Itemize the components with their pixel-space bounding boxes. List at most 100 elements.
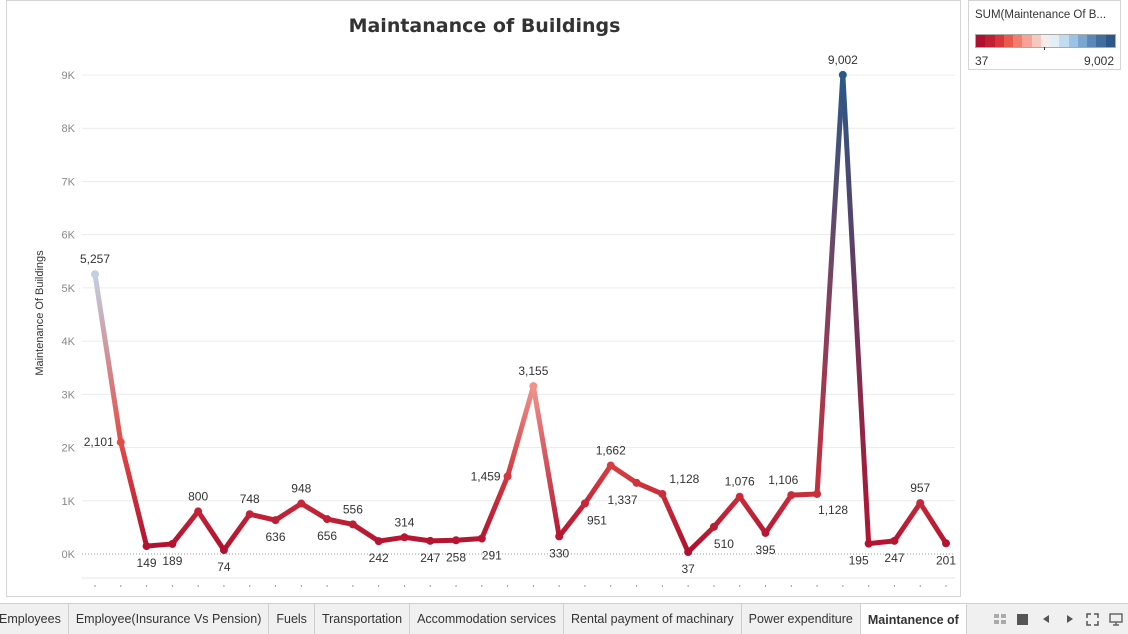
legend-max-label: 9,002 <box>1083 54 1114 68</box>
data-point <box>400 533 409 542</box>
legend-swatch <box>1077 35 1088 47</box>
data-point <box>580 499 589 508</box>
tab-fuels[interactable]: Fuels <box>269 604 315 634</box>
data-label: 149 <box>137 556 157 570</box>
data-label: 957 <box>910 481 930 495</box>
y-tick-label: 8K <box>62 123 76 135</box>
legend-swatch <box>1013 35 1023 47</box>
data-label: 291 <box>482 549 502 563</box>
y-tick-label: 0K <box>62 549 76 561</box>
fullscreen-icon[interactable] <box>1085 611 1101 627</box>
legend-swatch <box>994 35 1004 47</box>
data-label: 656 <box>317 529 337 543</box>
grid-view-icon[interactable] <box>992 611 1008 627</box>
y-tick-label: 4K <box>62 336 76 348</box>
series-line-segment <box>479 473 511 542</box>
series-line-segment <box>814 72 846 497</box>
data-point <box>116 438 125 447</box>
data-label: 1,128 <box>669 472 699 486</box>
data-point <box>452 536 461 545</box>
data-point <box>374 537 383 546</box>
data-label: 258 <box>446 550 466 564</box>
legend-swatch <box>985 35 995 47</box>
data-point <box>529 382 538 391</box>
data-label: 3,155 <box>518 364 548 378</box>
series-line-segment <box>92 271 124 445</box>
presentation-mode-icon[interactable] <box>1108 611 1124 627</box>
y-tick-label: 9K <box>62 70 76 82</box>
legend-swatch <box>1105 35 1115 47</box>
legend-swatch <box>1087 35 1097 47</box>
tab-rental-payment[interactable]: Rental payment of machinary <box>564 604 742 634</box>
y-tick-label: 1K <box>62 496 76 508</box>
series-line-segment <box>737 494 768 536</box>
data-point <box>245 510 254 519</box>
data-point <box>838 70 847 79</box>
tab-transportation[interactable]: Transportation <box>314 604 411 634</box>
data-label: 800 <box>188 489 208 503</box>
tab-employee-insurance-vs-pension[interactable]: Employee(Insurance Vs Pension) <box>68 604 270 634</box>
data-point <box>606 461 615 470</box>
data-point <box>709 522 718 531</box>
series-line-segment <box>530 383 562 539</box>
series-line-segment <box>762 492 794 536</box>
series-line-segment <box>608 463 640 486</box>
y-tick-label: 3K <box>62 389 76 401</box>
color-legend[interactable]: SUM(Maintenance Of B... 37 9,002 <box>968 0 1121 70</box>
data-point <box>348 520 357 529</box>
y-tick-label: 5K <box>62 283 76 295</box>
data-label: 636 <box>265 530 285 544</box>
y-tick-label: 7K <box>62 176 76 188</box>
series-line-segment <box>453 536 485 543</box>
tab-accommodation-services[interactable]: Accommodation services <box>410 604 565 634</box>
chart-title: Maintanance of Buildings <box>348 15 621 37</box>
data-point <box>426 536 435 545</box>
data-label: 948 <box>291 482 311 496</box>
tab-maintenance[interactable]: Maintanence of <box>860 604 967 634</box>
legend-swatch <box>1068 35 1078 47</box>
data-point <box>787 491 796 500</box>
data-label: 1,076 <box>725 475 755 489</box>
series-line-segment <box>505 383 536 479</box>
series-line-segment <box>891 500 923 544</box>
data-point <box>555 532 564 541</box>
data-point <box>942 539 950 548</box>
sheet-tabs: Employees Employee(Insurance Vs Pension)… <box>0 604 985 634</box>
series-line-segment <box>427 537 459 544</box>
series-line-segment <box>376 534 407 544</box>
data-point <box>735 492 744 501</box>
y-tick-label: 2K <box>62 443 76 455</box>
data-point <box>142 542 151 551</box>
chart-frame: Maintanance of Buildings Maintenance Of … <box>6 0 961 597</box>
data-point <box>477 534 486 543</box>
data-point <box>916 499 925 508</box>
series-line-segment <box>118 439 150 549</box>
data-point <box>219 546 228 555</box>
series-line-segment <box>144 541 175 549</box>
legend-swatch <box>1059 35 1069 47</box>
data-point <box>194 507 203 516</box>
data-label: 1,662 <box>596 444 626 458</box>
legend-swatch <box>1096 35 1106 47</box>
series-line-segment <box>350 521 382 544</box>
series-line-segment <box>788 491 820 498</box>
legend-swatch <box>1003 35 1014 47</box>
y-tick-label: 6K <box>62 230 76 242</box>
filmstrip-icon[interactable] <box>1015 611 1031 627</box>
sheet-tab-bar: Employees Employee(Insurance Vs Pension)… <box>0 603 1128 634</box>
legend-swatch <box>1050 35 1060 47</box>
line-chart-plot[interactable]: 0K 1K 2K 3K 4K 5K 6K 7K 8K 9K 5,257 2,101 149 189 800 7… <box>7 1 962 598</box>
series-line-segment <box>221 511 253 553</box>
legend-center-tick <box>1044 47 1045 50</box>
data-label: 37 <box>681 562 695 576</box>
legend-swatch <box>1031 35 1041 47</box>
next-arrow-icon[interactable] <box>1062 611 1078 627</box>
data-label: 951 <box>587 513 607 527</box>
previous-arrow-icon[interactable] <box>1038 611 1054 627</box>
tab-employees[interactable]: Employees <box>0 604 69 634</box>
tab-power-expenditure[interactable]: Power expenditure <box>741 604 861 634</box>
data-label: 395 <box>755 543 775 557</box>
data-point <box>503 472 512 481</box>
legend-color-ramp <box>975 34 1116 48</box>
legend-title: SUM(Maintenance Of B... <box>975 9 1107 21</box>
